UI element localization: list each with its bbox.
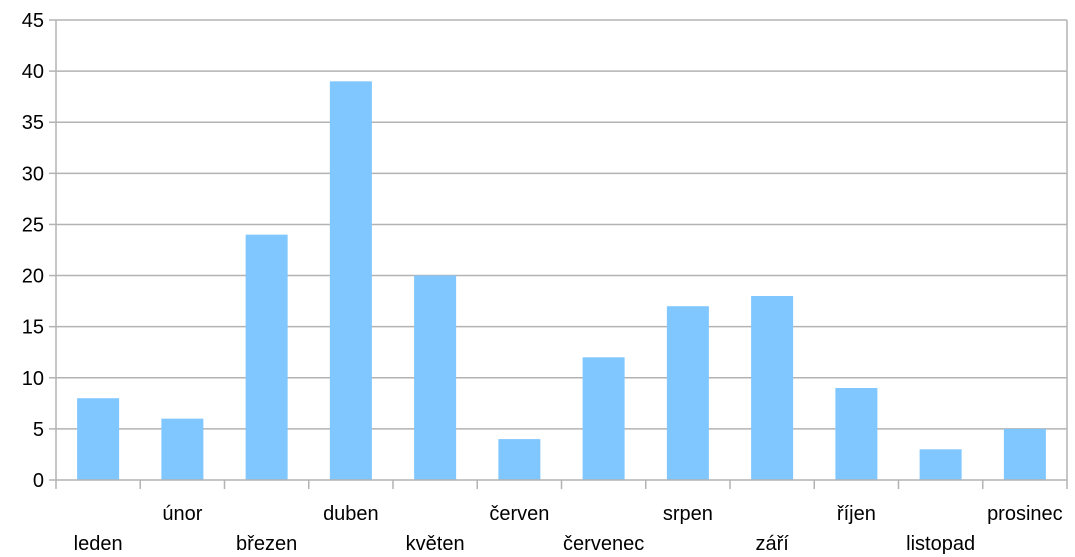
bar-listopad: [919, 449, 962, 480]
x-tick-label: listopad: [906, 533, 975, 555]
bar-leden: [77, 398, 120, 480]
x-tick-label: září: [755, 533, 789, 555]
bar-září: [751, 296, 794, 480]
y-tick-label: 5: [33, 419, 44, 441]
y-tick-label: 30: [22, 163, 44, 185]
x-axis-tick-labels: leden únor březen duben květen červen červenec…: [74, 503, 1063, 555]
bar-duben: [329, 81, 372, 480]
bar-srpen: [666, 306, 709, 480]
x-tick-label: srpen: [663, 503, 713, 525]
x-tick-label: prosinec: [987, 503, 1063, 525]
bar-červen: [498, 439, 541, 480]
y-tick-label: 15: [22, 317, 44, 339]
bar-říjen: [835, 388, 878, 480]
bar-prosinec: [1003, 428, 1046, 480]
bars: [77, 81, 1046, 480]
x-tick-label: únor: [162, 503, 202, 525]
gridlines: [49, 19, 1068, 481]
y-tick-label: 45: [22, 10, 44, 32]
bar-březen: [245, 234, 288, 480]
x-tick-label: březen: [236, 533, 297, 555]
y-tick-label: 40: [22, 61, 44, 83]
y-tick-label: 20: [22, 266, 44, 288]
x-axis: [55, 479, 1068, 489]
y-tick-label: 25: [22, 214, 44, 236]
y-tick-label: 0: [33, 470, 44, 492]
x-tick-label: červen: [489, 503, 549, 525]
x-tick-label: říjen: [837, 503, 876, 525]
x-tick-label: duben: [323, 503, 379, 525]
y-axis-tick-labels: 0 5 10 15 20 25 30 35 40 45: [22, 10, 44, 492]
y-tick-label: 10: [22, 368, 44, 390]
x-tick-label: červenec: [563, 533, 644, 555]
bar-červenec: [582, 357, 625, 480]
y-tick-label: 35: [22, 112, 44, 134]
bar-únor: [161, 418, 204, 480]
x-tick-label: leden: [74, 533, 123, 555]
bar-květen: [414, 275, 457, 480]
x-tick-label: květen: [406, 533, 465, 555]
